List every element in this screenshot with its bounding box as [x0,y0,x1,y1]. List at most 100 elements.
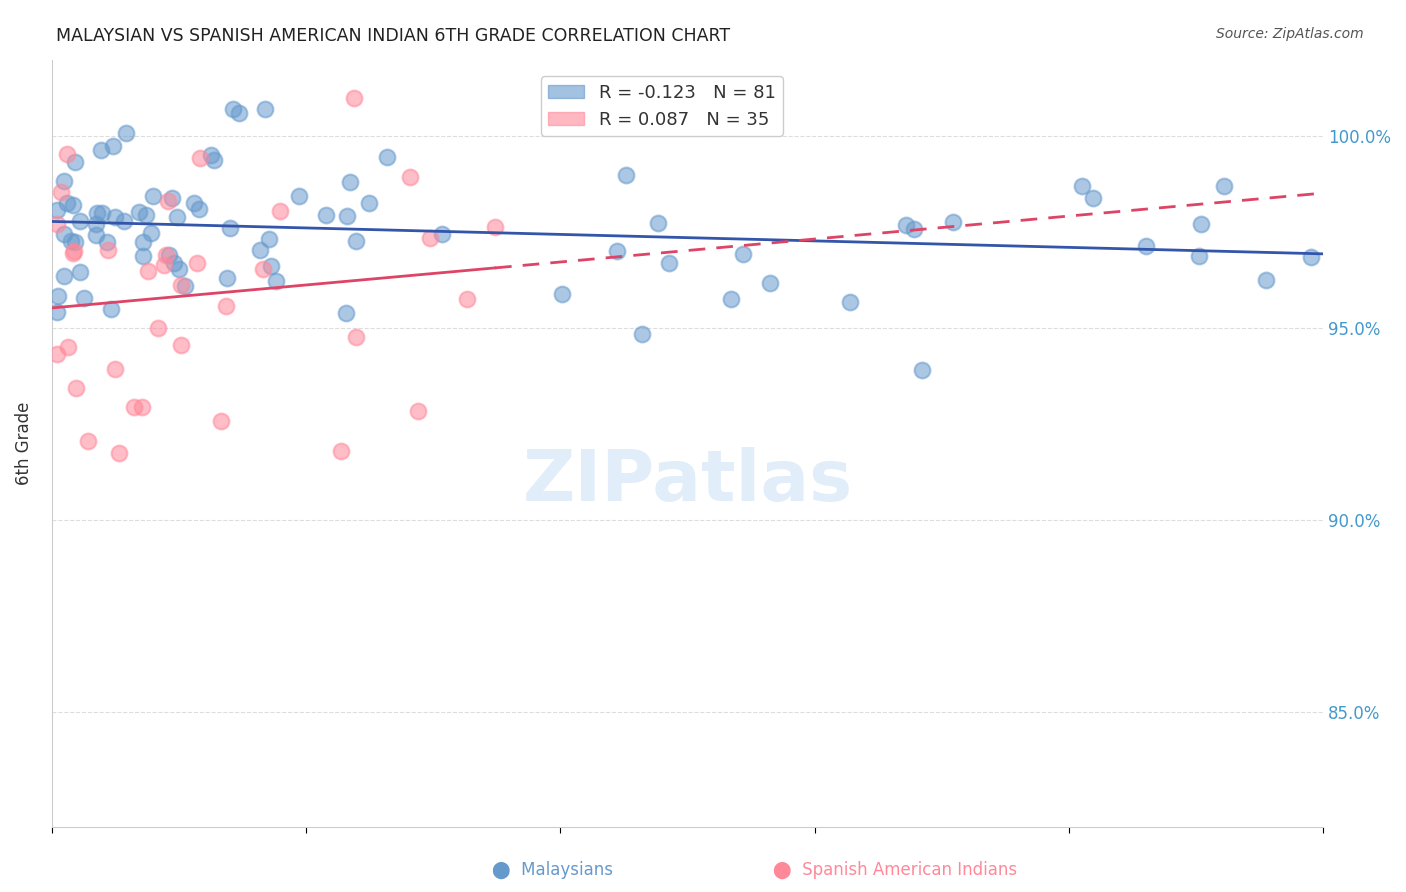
Point [896,218,918,232]
Point [375,150,398,164]
Point [606,244,628,259]
Point [86,206,108,220]
Point [62,198,84,212]
Point [335,305,357,319]
Point [103,139,125,153]
Point [146,320,169,334]
Point [153,258,176,272]
Point [45,305,67,319]
Point [911,363,934,377]
Point [484,220,506,235]
Point [162,191,184,205]
Point [56,340,79,354]
Point [259,259,281,273]
Point [190,151,212,165]
Point [53,173,76,187]
Text: ZIPatlas: ZIPatlas [523,447,852,516]
Point [903,222,925,236]
Point [315,208,337,222]
Point [1188,249,1211,263]
Point [344,330,367,344]
Point [100,301,122,316]
Point [1256,273,1278,287]
Point [131,400,153,414]
Point [96,244,118,258]
Point [52,227,75,241]
Point [169,262,191,277]
Point [406,404,429,418]
Point [217,271,239,285]
Point [264,274,287,288]
Point [1081,191,1104,205]
Point [62,246,84,260]
Point [343,91,366,105]
Point [759,276,782,290]
Point [219,221,242,235]
Point [138,264,160,278]
Point [1135,239,1157,253]
Point [128,204,150,219]
Point [249,243,271,257]
Point [90,143,112,157]
Point [73,291,96,305]
Point [209,414,232,428]
Point [658,256,681,270]
Point [84,228,107,243]
Point [163,256,186,270]
Point [132,235,155,249]
Point [77,434,100,448]
Point [170,338,193,352]
Point [339,175,361,189]
Point [134,208,156,222]
Point [96,235,118,250]
Point [155,248,177,262]
Point [132,249,155,263]
Point [631,326,654,341]
Point [720,292,742,306]
Point [69,214,91,228]
Point [1299,250,1322,264]
Point [65,235,87,249]
Text: Source: ZipAtlas.com: Source: ZipAtlas.com [1216,27,1364,41]
Point [104,210,127,224]
Point [108,446,131,460]
Text: MALAYSIAN VS SPANISH AMERICAN INDIAN 6TH GRADE CORRELATION CHART: MALAYSIAN VS SPANISH AMERICAN INDIAN 6TH… [56,27,730,45]
Point [252,261,274,276]
Point [647,216,669,230]
Point [1189,217,1212,231]
Point [115,126,138,140]
Point [56,196,79,211]
Point [45,346,67,360]
Point [63,154,86,169]
Point [157,194,180,208]
Point [122,400,145,414]
Point [200,147,222,161]
Point [86,217,108,231]
Point [222,102,245,116]
Point [419,230,441,244]
Point [551,287,574,301]
Point [1213,179,1236,194]
Point [359,195,381,210]
Point [215,299,238,313]
Point [399,169,422,184]
Point [65,381,87,395]
Point [174,278,197,293]
Point [614,168,637,182]
Point [45,217,67,231]
Point [330,444,353,458]
Point [202,153,225,168]
Point [1071,179,1094,194]
Point [170,278,193,293]
Point [269,203,291,218]
Point [259,232,281,246]
Text: ⬤  Spanish American Indians: ⬤ Spanish American Indians [773,861,1018,879]
Point [157,248,180,262]
Point [166,211,188,225]
Point [63,244,86,258]
Point [186,255,208,269]
Point [344,235,367,249]
Point [45,202,67,217]
Point [141,226,163,240]
Point [52,268,75,283]
